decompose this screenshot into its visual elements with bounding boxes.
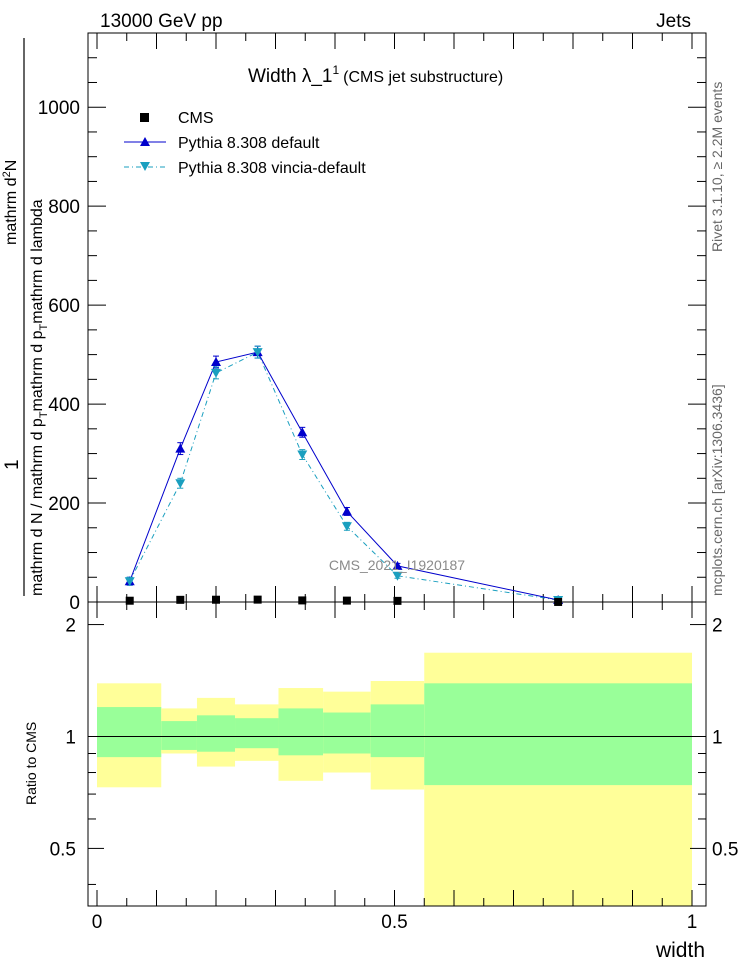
- ratio-xtick-label: 1: [687, 912, 698, 933]
- legend: CMS Pythia 8.308 default Pythia 8.308 vi…: [124, 110, 366, 177]
- series-default-point: [392, 560, 403, 570]
- legend-cms-label: CMS: [178, 110, 214, 127]
- main-ytick-label: 800: [48, 197, 80, 218]
- side-text-rivet: Rivet 3.1.10, ≥ 2.2M events: [709, 82, 725, 252]
- series-vincia-point: [341, 522, 352, 532]
- ratio-bands: [97, 652, 692, 906]
- chart-title-sup: 1: [332, 63, 339, 77]
- ratio-band-inner: [370, 704, 425, 758]
- chart-title-sub: (CMS jet substructure): [343, 69, 503, 86]
- xaxis-title: width: [655, 939, 705, 962]
- ratio-xtick-label: 0.5: [381, 912, 407, 933]
- series-cms-point: [125, 596, 134, 605]
- series-cms-point: [253, 595, 262, 604]
- series-vincia-point: [211, 368, 221, 378]
- ratio-band-inner: [278, 708, 324, 756]
- series-cms-point: [393, 596, 402, 605]
- ratio-ytick-label: 2: [65, 616, 76, 637]
- series-vincia-point: [124, 577, 135, 587]
- header-left: 13000 GeV pp: [100, 11, 223, 32]
- main-ytick-label: 400: [48, 395, 80, 416]
- main-ytick-label: 1000: [38, 98, 80, 119]
- series-vincia-point: [252, 348, 263, 358]
- series-cms-point: [554, 597, 563, 606]
- watermark: CMS_2021_I1920187: [329, 557, 465, 573]
- legend-vincia-marker: [140, 162, 150, 171]
- main-ylabel-one: 1: [2, 459, 23, 470]
- series-vincia-point: [175, 479, 186, 489]
- series-default-point: [175, 443, 186, 453]
- series-default-line: [129, 351, 559, 601]
- ratio-band-inner: [424, 683, 692, 786]
- chart-title-main: Width λ_1: [248, 66, 332, 87]
- main-ytick-label: 200: [48, 494, 80, 515]
- main-series: [124, 345, 564, 606]
- ratio-band-inner: [323, 712, 371, 754]
- axes-ticks: 0 200 400 600 800 1000 0 0.5 1 0.5 0.5 1 1 2 2: [38, 32, 738, 933]
- ratio-band-inner: [97, 707, 162, 758]
- ratio-ytick-label-right: 0.5: [712, 839, 738, 860]
- legend-default-label: Pythia 8.308 default: [178, 135, 320, 152]
- main-ylabel-numerator: mathrm d2N: [1, 160, 20, 245]
- series-cms-point: [342, 596, 351, 605]
- ratio-ytick-label: 1: [65, 727, 76, 748]
- legend-cms-marker: [140, 113, 149, 122]
- main-ylabel-denominator: mathrm d N / mathrm d pTmathrm d pTmathr…: [29, 199, 50, 596]
- main-ytick-label: 600: [48, 296, 80, 317]
- series-cms-point: [212, 595, 220, 604]
- legend-default-marker: [140, 137, 150, 146]
- chart-title: Width λ_11 (CMS jet substructure): [248, 63, 503, 87]
- series-default-point: [297, 427, 308, 437]
- side-text-mcplots: mcplots.cern.ch [arXiv:1306.3436]: [709, 384, 725, 596]
- ratio-ytick-label-right: 2: [712, 616, 723, 637]
- series-vincia-point: [392, 571, 403, 581]
- ratio-ytick-label-right: 1: [712, 727, 723, 748]
- series-cms-point: [298, 596, 307, 605]
- legend-vincia-label: Pythia 8.308 vincia-default: [178, 160, 366, 177]
- main-ytick-label: 0: [69, 593, 80, 614]
- series-default-point: [211, 357, 221, 367]
- ratio-xtick-label: 0: [92, 912, 103, 933]
- main-ylabel: 1 mathrm d N / mathrm d pTmathrm d pTmat…: [1, 38, 50, 596]
- series-vincia-line: [129, 351, 559, 601]
- header-right: Jets: [656, 11, 691, 32]
- ratio-ytick-label: 0.5: [50, 839, 76, 860]
- series-default-point: [341, 506, 352, 516]
- series-cms-point: [176, 595, 185, 604]
- ratio-band-inner: [235, 718, 279, 749]
- ratio-band-inner: [196, 715, 236, 752]
- ratio-band-inner: [161, 721, 197, 750]
- ratio-ylabel: Ratio to CMS: [23, 722, 39, 805]
- series-vincia-point: [297, 450, 308, 460]
